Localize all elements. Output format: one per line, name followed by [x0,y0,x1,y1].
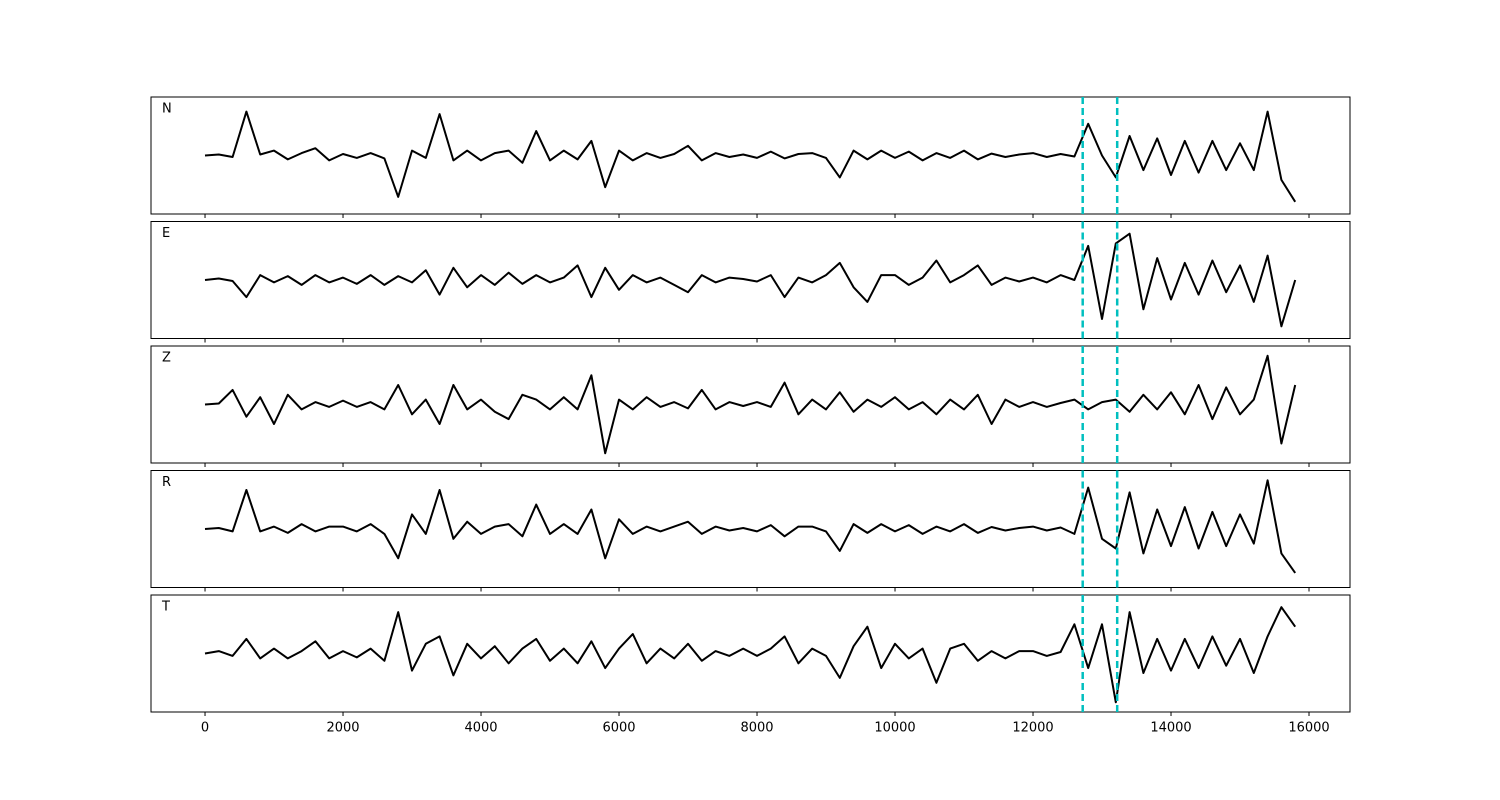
panel-label: T [161,600,170,615]
x-tick-label: 4000 [464,721,497,736]
trace [204,479,1297,574]
panel-frame [150,96,1351,215]
panel-label: R [162,475,171,490]
x-tick-label: 0 [201,721,209,736]
x-tick-label: 10000 [874,721,915,736]
x-tick-label: 14000 [1150,721,1191,736]
x-tick-label: 8000 [740,721,773,736]
trace [204,232,1297,328]
panel-frame [150,470,1351,588]
x-tick-label: 16000 [1288,721,1329,736]
panel-label: E [162,226,170,241]
panel-label: Z [162,351,171,366]
panel-frame [150,221,1351,339]
panel-label: N [162,102,172,117]
trace [204,606,1297,704]
trace [204,354,1297,455]
x-tick-label: 6000 [602,721,635,736]
trace [204,110,1297,203]
panel-frame [150,594,1351,713]
x-tick-label: 12000 [1012,721,1053,736]
panel-frame [150,345,1351,464]
x-tick-label: 2000 [326,721,359,736]
